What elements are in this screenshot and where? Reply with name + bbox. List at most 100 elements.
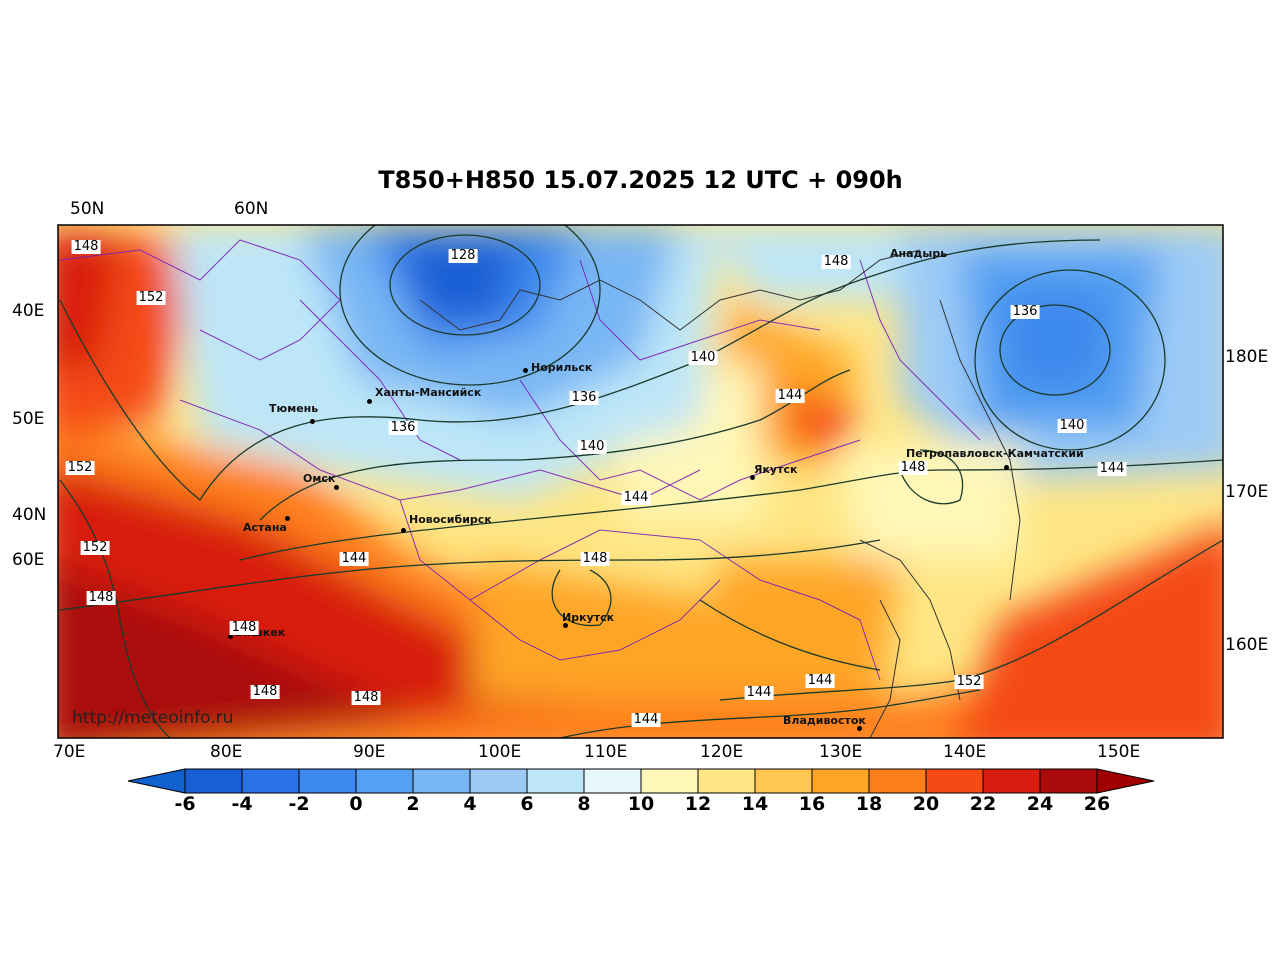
bottom-axis-label: 100E	[478, 742, 522, 762]
colorbar-swatch	[526, 768, 585, 794]
contour-label: 128	[448, 248, 478, 263]
colorbar-tick-label: 2	[406, 793, 420, 815]
contour-label: 144	[1097, 461, 1127, 476]
colorbar-tick-label: 26	[1083, 793, 1111, 815]
contour-label: 140	[1057, 418, 1087, 433]
contour-label: 144	[744, 685, 774, 700]
bottom-axis-label: 120E	[700, 742, 744, 762]
colorbar-tick-label: -6	[174, 793, 196, 815]
colorbar-over-arrow	[1096, 768, 1155, 794]
city-label: Астана	[243, 521, 287, 534]
right-axis-label: 180E	[1225, 347, 1269, 367]
city-marker	[401, 528, 406, 533]
colorbar-tick-label: 16	[798, 793, 826, 815]
colorbar-tick-label: 18	[855, 793, 883, 815]
bottom-axis-label: 140E	[943, 742, 987, 762]
contour-label: 144	[775, 388, 805, 403]
colorbar-swatch	[355, 768, 414, 794]
colorbar-swatch	[241, 768, 300, 794]
city-marker	[310, 419, 315, 424]
city-marker	[367, 399, 372, 404]
colorbar-swatch	[868, 768, 927, 794]
contour-label: 136	[569, 390, 599, 405]
colorbar-under-arrow	[127, 768, 186, 794]
bottom-axis-label: 80E	[210, 742, 243, 762]
city-marker	[563, 623, 568, 628]
right-axis-label: 160E	[1225, 635, 1269, 655]
contour-label: 148	[898, 460, 928, 475]
colorbar-swatch	[811, 768, 870, 794]
colorbar-tick-label: 12	[684, 793, 712, 815]
bottom-axis-label: 70E	[53, 742, 86, 762]
colorbar-swatch	[583, 768, 642, 794]
city-label: Владивосток	[783, 714, 866, 727]
bottom-axis-label: 150E	[1097, 742, 1141, 762]
contour-label: 140	[688, 350, 718, 365]
left-axis-label: 40E	[12, 301, 45, 321]
map-frame	[57, 224, 1224, 739]
contour-label: 148	[821, 254, 851, 269]
contour-label: 148	[86, 590, 116, 605]
city-marker	[857, 726, 862, 731]
colorbar-tick-label: -2	[288, 793, 310, 815]
contour-label: 148	[71, 239, 101, 254]
colorbar-swatch	[412, 768, 471, 794]
contour-label: 144	[339, 551, 369, 566]
colorbar-tick-label: 6	[520, 793, 534, 815]
city-label: Анадырь	[890, 247, 948, 260]
colorbar-tick-label: 24	[1026, 793, 1054, 815]
contour-label: 152	[65, 460, 95, 475]
colorbar-tick-label: 14	[741, 793, 769, 815]
colorbar-swatch	[1039, 768, 1098, 794]
city-label: Омск	[303, 472, 336, 485]
colorbar-tick-label: 22	[969, 793, 997, 815]
contour-label: 148	[250, 684, 280, 699]
watermark: http://meteoinfo.ru	[72, 708, 234, 728]
colorbar-swatch	[640, 768, 699, 794]
bottom-axis-label: 130E	[819, 742, 863, 762]
contour-label: 144	[805, 673, 835, 688]
city-marker	[750, 475, 755, 480]
colorbar-tick-label: 10	[627, 793, 655, 815]
city-label: Норильск	[531, 361, 593, 374]
city-marker	[334, 485, 339, 490]
bottom-axis-label: 110E	[584, 742, 628, 762]
contour-label: 136	[388, 420, 418, 435]
city-label: Тюмень	[269, 402, 319, 415]
colorbar-swatch	[298, 768, 357, 794]
city-marker	[523, 368, 528, 373]
colorbar-swatch	[469, 768, 528, 794]
city-label: Иркутск	[562, 611, 615, 624]
right-axis-label: 170E	[1225, 482, 1269, 502]
colorbar-tick-label: -4	[231, 793, 253, 815]
contour-label: 152	[136, 290, 166, 305]
contour-label: 136	[1010, 304, 1040, 319]
left-axis-label: 40N	[12, 505, 47, 525]
city-label: Ханты-Мансийск	[375, 386, 482, 399]
city-label: Якутск	[754, 463, 798, 476]
contour-label: 148	[351, 690, 381, 705]
city-label: Петропавловск-Камчатский	[906, 447, 1084, 460]
top-axis-label: 50N	[70, 199, 105, 219]
colorbar-swatch	[184, 768, 243, 794]
colorbar-tick-label: 8	[577, 793, 591, 815]
left-axis-label: 60E	[12, 550, 45, 570]
colorbar-tick-label: 0	[349, 793, 363, 815]
chart-title: T850+H850 15.07.2025 12 UTC + 090h	[378, 166, 903, 194]
colorbar-tick-label: 4	[463, 793, 477, 815]
contour-label: 148	[580, 551, 610, 566]
city-marker	[228, 634, 233, 639]
contour-label: 152	[80, 540, 110, 555]
contour-label: 140	[577, 439, 607, 454]
contour-label: 144	[631, 712, 661, 727]
contour-label: 144	[621, 490, 651, 505]
colorbar-swatch	[982, 768, 1041, 794]
city-marker	[285, 516, 290, 521]
colorbar-tick-label: 20	[912, 793, 940, 815]
contour-label: 152	[954, 674, 984, 689]
bottom-axis-label: 90E	[353, 742, 386, 762]
colorbar-swatch	[697, 768, 756, 794]
colorbar-swatch	[754, 768, 813, 794]
city-marker	[1004, 465, 1009, 470]
